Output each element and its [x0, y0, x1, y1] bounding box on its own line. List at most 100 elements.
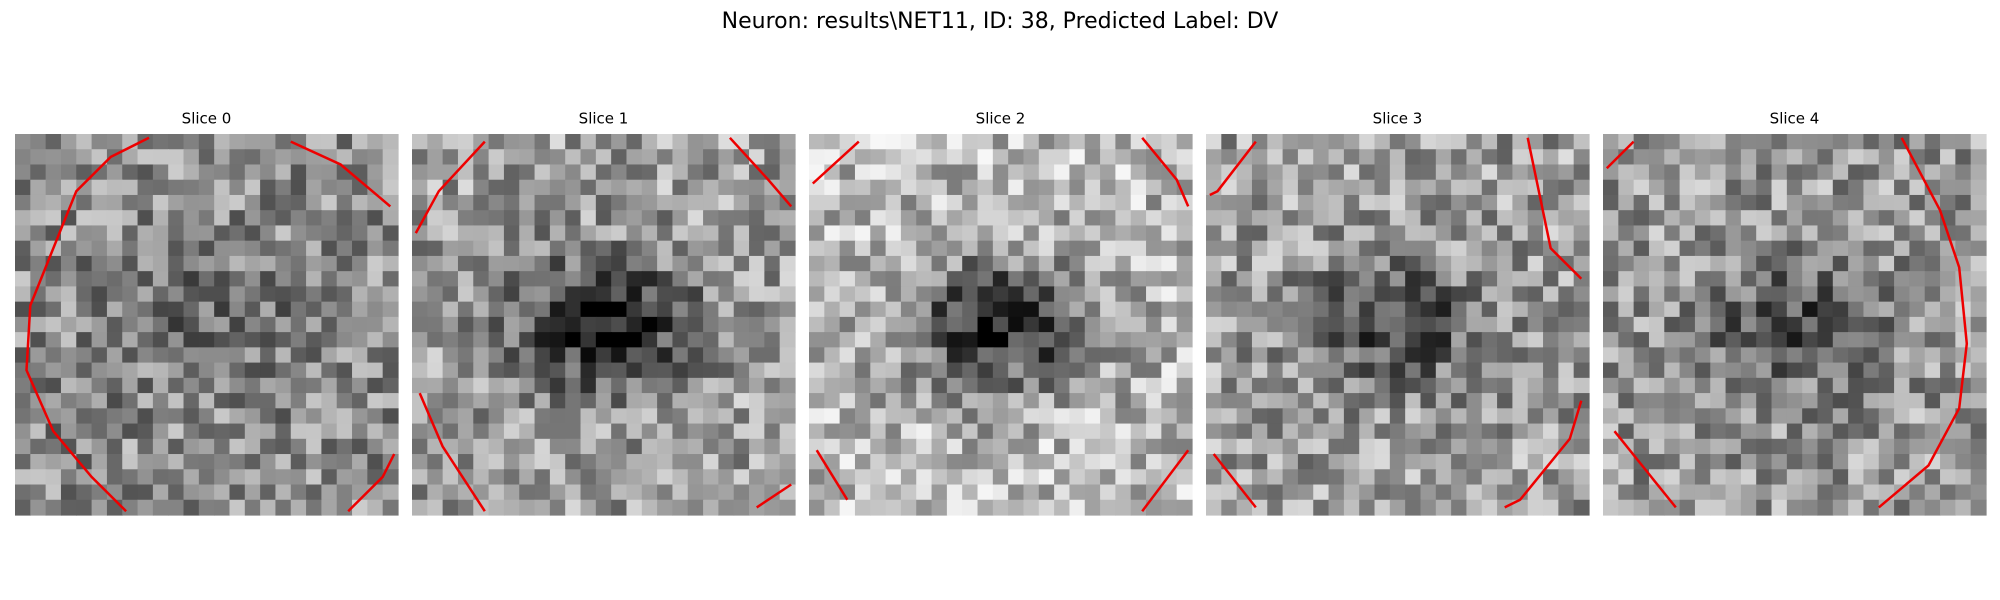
- pixel: [183, 149, 200, 166]
- pixel: [275, 347, 292, 364]
- pixel: [595, 134, 612, 150]
- pixel: [229, 149, 246, 166]
- pixel: [900, 393, 917, 409]
- pixel: [1924, 347, 1941, 364]
- pixel: [229, 347, 246, 364]
- pixel: [306, 179, 322, 196]
- pixel: [1008, 240, 1025, 257]
- pixel: [580, 210, 597, 227]
- pixel: [91, 438, 108, 455]
- pixel: [733, 286, 750, 303]
- pixel: [916, 408, 933, 425]
- pixel: [168, 347, 185, 364]
- pixel: [1664, 438, 1681, 455]
- pixel: [931, 194, 948, 211]
- pixel: [1786, 332, 1803, 348]
- pixel: [198, 423, 215, 440]
- pixel: [1343, 454, 1360, 470]
- pixel: [1694, 210, 1711, 227]
- pixel: [290, 210, 307, 227]
- pixel: [916, 316, 933, 333]
- pixel: [885, 164, 902, 181]
- pixel: [1100, 423, 1116, 440]
- pixel: [1771, 286, 1788, 303]
- pixel: [1710, 301, 1727, 318]
- pixel: [367, 499, 384, 516]
- pixel: [900, 484, 917, 501]
- pixel: [1115, 286, 1132, 303]
- pixel: [229, 499, 246, 516]
- pixel: [1267, 225, 1284, 242]
- pixel: [1679, 332, 1696, 348]
- pixel: [885, 408, 902, 425]
- pixel: [45, 164, 62, 181]
- pixel: [1115, 240, 1132, 257]
- pixel: [122, 362, 139, 379]
- pixel: [626, 225, 643, 242]
- pixel: [244, 347, 261, 364]
- pixel: [962, 164, 979, 181]
- pixel: [1451, 484, 1468, 501]
- pixel: [824, 423, 841, 440]
- pixel: [275, 362, 292, 379]
- pixel: [687, 332, 704, 348]
- pixel: [1740, 362, 1757, 379]
- pixel: [214, 393, 231, 409]
- pixel: [442, 225, 459, 242]
- pixel: [749, 377, 765, 394]
- pixel: [1970, 240, 1987, 257]
- pixel: [1405, 255, 1422, 272]
- pixel: [1725, 316, 1742, 333]
- pixel: [1955, 194, 1972, 211]
- pixel: [1146, 271, 1162, 287]
- pixel: [306, 423, 322, 440]
- pixel: [1313, 454, 1330, 470]
- pixel: [718, 255, 735, 272]
- pixel: [352, 194, 368, 211]
- pixel: [703, 301, 719, 318]
- pixel: [15, 240, 31, 257]
- pixel: [703, 393, 719, 409]
- pixel: [595, 225, 612, 242]
- pixel: [1878, 271, 1895, 287]
- pixel: [595, 149, 612, 166]
- pixel: [962, 301, 979, 318]
- pixel: [1481, 194, 1498, 211]
- pixel: [824, 194, 841, 211]
- pixel: [1146, 134, 1162, 150]
- pixel: [870, 194, 887, 211]
- pixel: [1786, 286, 1803, 303]
- pixel: [1863, 499, 1880, 516]
- pixel: [1435, 408, 1452, 425]
- pixel: [442, 347, 459, 364]
- pixel: [1206, 332, 1222, 348]
- pixel: [595, 484, 612, 501]
- pixel: [962, 438, 979, 455]
- slice-panel: Slice 0: [15, 110, 399, 516]
- pixel: [962, 347, 979, 364]
- pixel: [916, 362, 933, 379]
- pixel: [1481, 240, 1498, 257]
- pixel: [565, 332, 582, 348]
- pixel: [1955, 240, 1972, 257]
- pixel: [764, 499, 781, 516]
- pixel: [503, 393, 520, 409]
- pixel: [916, 423, 933, 440]
- pixel: [1130, 210, 1147, 227]
- pixel: [1786, 179, 1803, 196]
- pixel: [1756, 164, 1773, 181]
- pixel: [626, 438, 643, 455]
- pixel: [1512, 164, 1529, 181]
- pixel: [1236, 423, 1253, 440]
- pixel: [306, 377, 322, 394]
- pixel: [1878, 332, 1895, 348]
- pixel: [1038, 423, 1055, 440]
- pixel: [275, 286, 292, 303]
- pixel: [1710, 240, 1727, 257]
- pixel: [854, 149, 871, 166]
- pixel: [122, 423, 139, 440]
- pixel: [1725, 408, 1742, 425]
- pixel: [1710, 255, 1727, 272]
- pixel: [1206, 347, 1222, 364]
- pixel: [1558, 362, 1575, 379]
